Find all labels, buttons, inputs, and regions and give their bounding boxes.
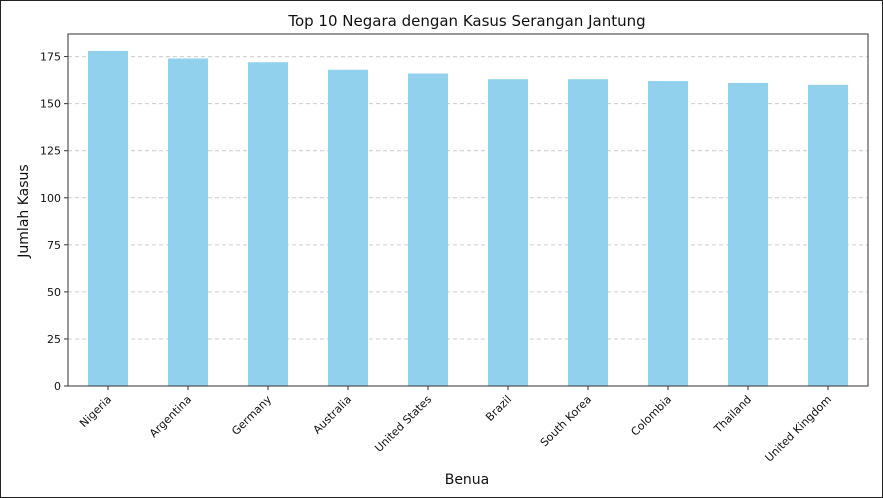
bar-colombia bbox=[648, 81, 688, 386]
bar-thailand bbox=[728, 82, 768, 387]
bar-brazil bbox=[488, 79, 528, 387]
y-tick-label: 175 bbox=[40, 51, 61, 64]
bar-south-korea bbox=[568, 79, 608, 387]
x-tick-label: Thailand bbox=[711, 393, 754, 436]
bar-australia bbox=[328, 69, 368, 386]
y-tick-label: 150 bbox=[40, 98, 61, 111]
x-tick-label: South Korea bbox=[538, 393, 594, 449]
bar-united-kingdom bbox=[808, 84, 848, 386]
x-tick-label: Brazil bbox=[483, 393, 514, 424]
x-tick-label: Argentina bbox=[147, 393, 194, 440]
y-tick-label: 100 bbox=[40, 192, 61, 205]
x-tick-label: Australia bbox=[311, 393, 355, 437]
x-tick-label: United States bbox=[372, 393, 434, 455]
y-tick-label: 25 bbox=[47, 333, 61, 346]
x-tick-label: Nigeria bbox=[77, 393, 114, 430]
x-tick-label: Colombia bbox=[628, 393, 674, 439]
x-tick-label: United Kingdom bbox=[762, 393, 834, 465]
bar-nigeria bbox=[88, 50, 128, 387]
y-tick-label: 0 bbox=[54, 380, 61, 393]
bar-germany bbox=[248, 62, 288, 387]
y-tick-label: 50 bbox=[47, 286, 61, 299]
x-tick-label: Germany bbox=[229, 393, 274, 438]
x-axis-label: Benua bbox=[445, 472, 490, 488]
y-axis-label: Jumlah Kasus bbox=[16, 164, 32, 258]
y-tick-label: 75 bbox=[47, 239, 61, 252]
bar-united-states bbox=[408, 73, 448, 386]
chart-title: Top 10 Negara dengan Kasus Serangan Jant… bbox=[287, 12, 645, 30]
plot-area-border bbox=[67, 33, 869, 387]
bar-argentina bbox=[168, 58, 208, 387]
y-tick-label: 125 bbox=[40, 145, 61, 158]
